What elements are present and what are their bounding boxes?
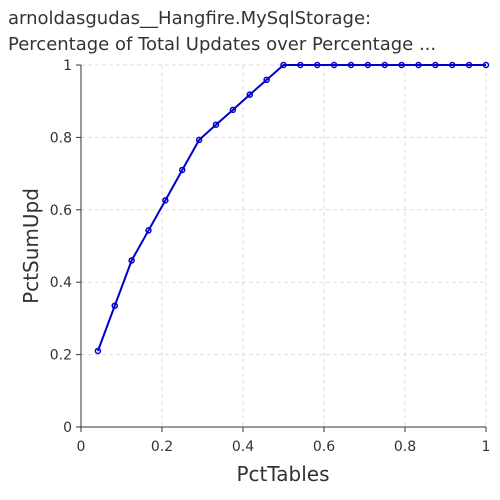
data-point (381, 61, 388, 69)
x-tick-label: 0.6 (313, 439, 335, 455)
series-line (96, 64, 486, 352)
data-point (432, 61, 439, 69)
data-point (297, 61, 304, 69)
data-point (313, 61, 321, 69)
x-axis-label: PctTables (236, 462, 329, 486)
grid (80, 64, 487, 428)
y-tick-label: 0.6 (50, 203, 72, 219)
data-point (347, 61, 355, 69)
x-tick-label: 0.4 (232, 439, 254, 455)
chart-title: arnoldasgudas__Hangfire.MySqlStorage: Pe… (8, 6, 498, 58)
y-tick-label: 0.8 (50, 130, 72, 146)
data-point (145, 227, 152, 234)
data-point (263, 76, 270, 84)
data-point (212, 121, 220, 128)
data-point (111, 302, 118, 309)
data-point (330, 61, 338, 69)
x-tick-label: 1 (482, 439, 491, 455)
x-tick-label: 0.8 (394, 439, 416, 455)
data-point (465, 61, 473, 69)
chart-title-line-2: Percentage of Total Updates over Percent… (8, 34, 437, 55)
tick-labels: 0 0.2 0.4 0.6 0.8 1 0 0.2 0.4 0.6 0.8 1 (50, 58, 491, 455)
data-point (162, 197, 169, 204)
y-tick-label: 0 (63, 420, 72, 436)
data-point (94, 347, 102, 355)
y-tick-label: 0.2 (50, 348, 72, 364)
y-tick-label: 0.4 (50, 275, 72, 291)
data-point (179, 166, 186, 174)
axes (76, 64, 487, 432)
data-point (246, 91, 254, 98)
data-point (280, 61, 287, 69)
data-point (398, 61, 405, 69)
data-point (229, 106, 237, 114)
x-tick-label: 0.2 (151, 439, 173, 455)
data-point (415, 61, 422, 69)
chart-title-line-1: arnoldasgudas__Hangfire.MySqlStorage: (8, 8, 372, 29)
y-axis-label: PctSumUpd (19, 188, 43, 304)
data-point (128, 257, 135, 264)
data-point (482, 61, 490, 69)
y-tick-label: 1 (63, 58, 72, 74)
data-point (449, 61, 456, 69)
data-point (364, 61, 372, 69)
data-point (195, 136, 203, 144)
x-tick-label: 0 (77, 439, 86, 455)
series-layer (94, 61, 490, 355)
